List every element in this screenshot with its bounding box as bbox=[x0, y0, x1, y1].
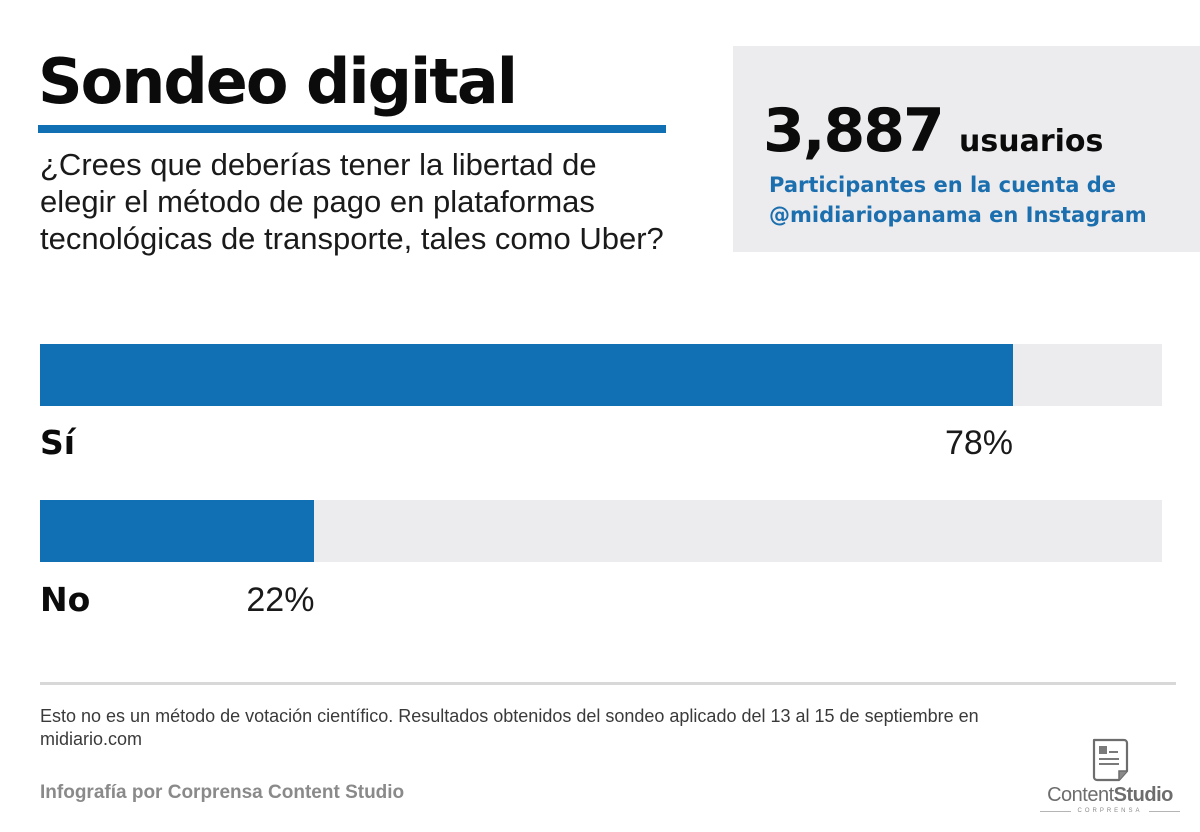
participants-box: 3,887 usuarios Participantes en la cuent… bbox=[733, 46, 1200, 252]
logo-text-bold: Studio bbox=[1113, 784, 1174, 806]
bar-fill-si bbox=[40, 344, 1014, 406]
bar-label-no: No bbox=[40, 580, 91, 619]
disclaimer: Esto no es un método de votación científ… bbox=[40, 706, 979, 749]
footer-divider bbox=[40, 682, 1176, 685]
bar-track-no bbox=[40, 500, 1162, 562]
bar-track-si bbox=[40, 344, 1162, 406]
logo-text-light: Content bbox=[1047, 784, 1114, 806]
bar-fill-no bbox=[40, 500, 315, 562]
title-underline bbox=[38, 125, 666, 133]
participant-description: Participantes en la cuenta de @midiariop… bbox=[769, 173, 1147, 227]
page-title: Sondeo digital bbox=[38, 45, 518, 118]
survey-question: ¿Crees que deberías tener la libertad de… bbox=[40, 147, 664, 256]
participant-count: 3,887 bbox=[763, 96, 945, 166]
bar-value-si: 78% bbox=[944, 424, 1014, 462]
bar-value-no: 22% bbox=[246, 581, 315, 619]
bar-label-si: Sí bbox=[40, 423, 76, 462]
logo-wordmark: ContentStudio bbox=[1040, 784, 1180, 806]
logo-subtitle: CORPRENSA bbox=[1040, 808, 1180, 814]
credit: Infografía por Corprensa Content Studio bbox=[40, 782, 405, 803]
document-icon bbox=[1092, 738, 1129, 782]
participant-unit: usuarios bbox=[959, 124, 1104, 159]
content-studio-logo: ContentStudio CORPRENSA bbox=[1040, 738, 1180, 828]
